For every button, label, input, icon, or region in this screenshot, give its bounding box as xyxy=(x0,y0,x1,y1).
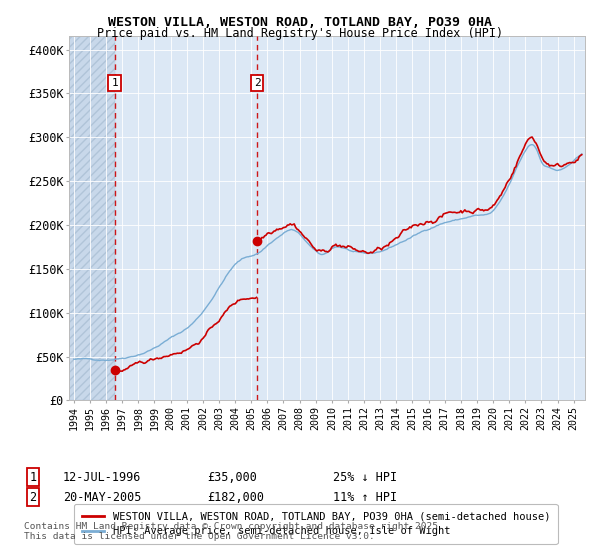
Legend: WESTON VILLA, WESTON ROAD, TOTLAND BAY, PO39 0HA (semi-detached house), HPI: Ave: WESTON VILLA, WESTON ROAD, TOTLAND BAY, … xyxy=(74,504,557,544)
Bar xyxy=(69,36,115,400)
Text: Contains HM Land Registry data © Crown copyright and database right 2025.
This d: Contains HM Land Registry data © Crown c… xyxy=(24,522,444,542)
Text: £35,000: £35,000 xyxy=(207,470,257,484)
Text: £182,000: £182,000 xyxy=(207,491,264,504)
Text: Price paid vs. HM Land Registry's House Price Index (HPI): Price paid vs. HM Land Registry's House … xyxy=(97,27,503,40)
Text: 12-JUL-1996: 12-JUL-1996 xyxy=(63,470,142,484)
Text: 2: 2 xyxy=(29,491,37,504)
Text: 1: 1 xyxy=(29,470,37,484)
Text: 25% ↓ HPI: 25% ↓ HPI xyxy=(333,470,397,484)
Text: 11% ↑ HPI: 11% ↑ HPI xyxy=(333,491,397,504)
Text: 2: 2 xyxy=(254,78,261,88)
Text: WESTON VILLA, WESTON ROAD, TOTLAND BAY, PO39 0HA: WESTON VILLA, WESTON ROAD, TOTLAND BAY, … xyxy=(108,16,492,29)
Text: 1: 1 xyxy=(111,78,118,88)
Text: 20-MAY-2005: 20-MAY-2005 xyxy=(63,491,142,504)
